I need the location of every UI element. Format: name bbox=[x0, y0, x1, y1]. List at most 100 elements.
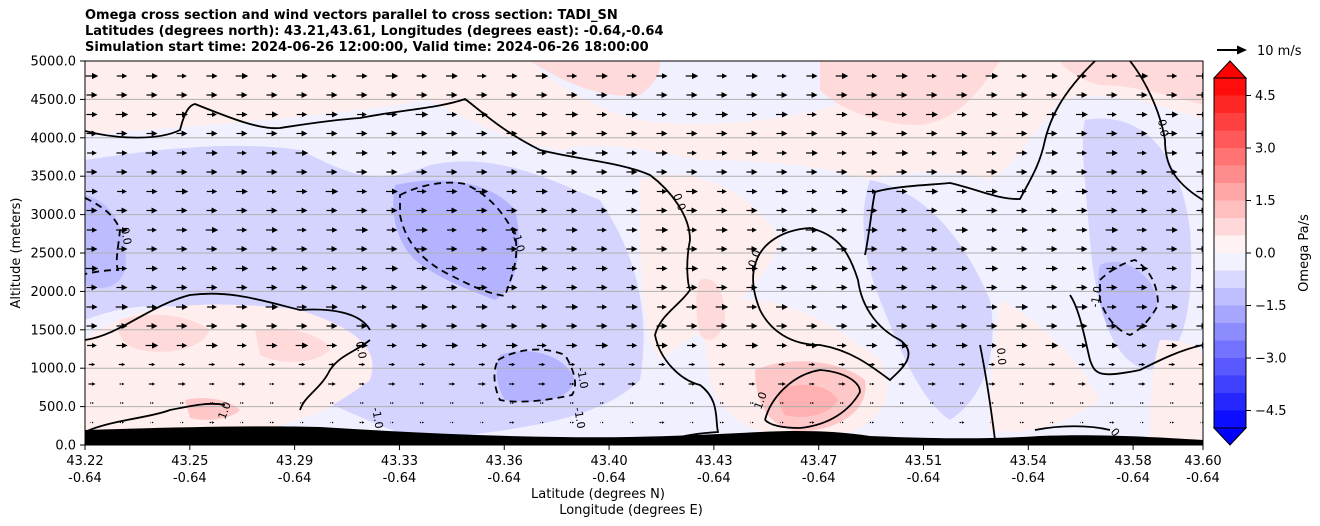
wind-vector bbox=[86, 130, 98, 137]
wind-vector bbox=[688, 362, 696, 367]
wind-vector bbox=[778, 362, 786, 367]
wind-vector bbox=[506, 150, 518, 156]
x-tick-label-lon: -0.64 bbox=[1011, 471, 1045, 486]
wind-vector bbox=[296, 265, 308, 272]
wind-vector bbox=[207, 112, 217, 117]
wind-vector bbox=[146, 265, 158, 272]
contour-line-zero bbox=[85, 292, 371, 341]
y-tick-label: 3500.0 bbox=[31, 170, 77, 185]
wind-vector bbox=[478, 362, 486, 367]
wind-vector bbox=[926, 342, 938, 349]
x-axis-label-lat: Latitude (degrees N) bbox=[531, 487, 665, 502]
reference-vector: 10 m/s bbox=[1217, 44, 1302, 59]
wind-vector bbox=[356, 284, 368, 291]
wind-vector bbox=[746, 73, 758, 79]
wind-vector bbox=[986, 284, 998, 291]
wind-vector bbox=[866, 323, 878, 329]
wind-vector bbox=[150, 401, 154, 405]
wind-vector bbox=[386, 188, 398, 195]
y-tick-label: 0.0 bbox=[55, 439, 76, 454]
wind-vector bbox=[1076, 150, 1088, 156]
wind-vector bbox=[956, 150, 968, 156]
wind-vector bbox=[235, 72, 249, 80]
wind-vector bbox=[867, 189, 877, 194]
wind-vector bbox=[180, 421, 184, 424]
wind-vector bbox=[837, 343, 847, 348]
wind-vector bbox=[146, 188, 158, 195]
contour-line-neg bbox=[493, 348, 576, 403]
wind-vector bbox=[896, 323, 908, 329]
wind-vector bbox=[326, 150, 338, 156]
wind-vector bbox=[628, 362, 636, 367]
wind-vector bbox=[356, 246, 368, 252]
wind-vector bbox=[658, 362, 666, 367]
wind-vector bbox=[930, 421, 934, 424]
wind-vector bbox=[1165, 111, 1179, 118]
wind-vector bbox=[236, 92, 248, 98]
wind-vector bbox=[596, 92, 608, 98]
wind-vector bbox=[540, 401, 544, 405]
x-axis-label-lon: Longitude (degrees E) bbox=[559, 503, 703, 518]
contour-label: -1.0 bbox=[571, 406, 588, 429]
wind-vector bbox=[476, 92, 488, 98]
wind-vector bbox=[716, 207, 728, 214]
wind-vector bbox=[716, 284, 728, 291]
wind-vector bbox=[240, 460, 245, 462]
x-tick-label-lon: -0.64 bbox=[802, 471, 836, 486]
wind-vector bbox=[955, 226, 969, 234]
wind-vector bbox=[626, 227, 638, 233]
wind-vector bbox=[508, 362, 516, 367]
wind-vector bbox=[1136, 304, 1148, 310]
wind-vector bbox=[1110, 460, 1114, 462]
wind-vector bbox=[897, 227, 907, 233]
wind-vector bbox=[1138, 382, 1146, 386]
wind-vector bbox=[510, 401, 514, 405]
wind-vector bbox=[386, 130, 398, 137]
wind-vector bbox=[1046, 265, 1058, 272]
wind-vector bbox=[986, 323, 998, 329]
wind-vector bbox=[626, 207, 638, 214]
wind-vector bbox=[716, 92, 728, 98]
wind-vector bbox=[416, 73, 428, 79]
wind-vector bbox=[1046, 284, 1058, 291]
x-tick-label-lon: -0.64 bbox=[487, 471, 521, 486]
wind-vector bbox=[447, 227, 457, 233]
wind-vector bbox=[806, 188, 818, 195]
wind-vector bbox=[686, 188, 698, 195]
wind-vector bbox=[120, 401, 124, 405]
contour-line-zero bbox=[979, 344, 996, 441]
wind-vector bbox=[117, 189, 127, 194]
x-tick-label-lat: 43.47 bbox=[800, 454, 837, 469]
wind-vector bbox=[627, 73, 637, 79]
wind-vector bbox=[446, 73, 458, 79]
wind-vector bbox=[505, 226, 519, 234]
wind-vector bbox=[896, 265, 908, 272]
wind-vector bbox=[418, 362, 426, 367]
wind-vector bbox=[506, 265, 518, 272]
wind-vector bbox=[507, 112, 517, 117]
wind-vector bbox=[236, 130, 248, 137]
wind-vector bbox=[1108, 362, 1116, 367]
wind-vector bbox=[1166, 73, 1178, 79]
terrain bbox=[85, 426, 1203, 445]
wind-vector bbox=[1078, 382, 1086, 386]
wind-vector bbox=[866, 92, 878, 98]
wind-vector bbox=[806, 323, 818, 329]
wind-vector bbox=[206, 265, 218, 272]
wind-vector bbox=[926, 130, 938, 137]
negative-region bbox=[1098, 261, 1158, 332]
wind-vector bbox=[86, 92, 98, 98]
wind-vector bbox=[895, 149, 909, 157]
wind-vector bbox=[1018, 362, 1026, 367]
wind-vector bbox=[896, 111, 908, 118]
wind-vector bbox=[236, 284, 248, 291]
wind-vector bbox=[626, 169, 638, 175]
wind-vector bbox=[536, 169, 548, 175]
wind-vector bbox=[386, 246, 398, 252]
wind-vector bbox=[778, 382, 786, 386]
wind-vector bbox=[295, 149, 309, 157]
wind-vector bbox=[506, 207, 518, 214]
wind-vector bbox=[869, 421, 875, 424]
wind-vector bbox=[415, 303, 429, 311]
colorbar-step bbox=[1214, 305, 1246, 324]
